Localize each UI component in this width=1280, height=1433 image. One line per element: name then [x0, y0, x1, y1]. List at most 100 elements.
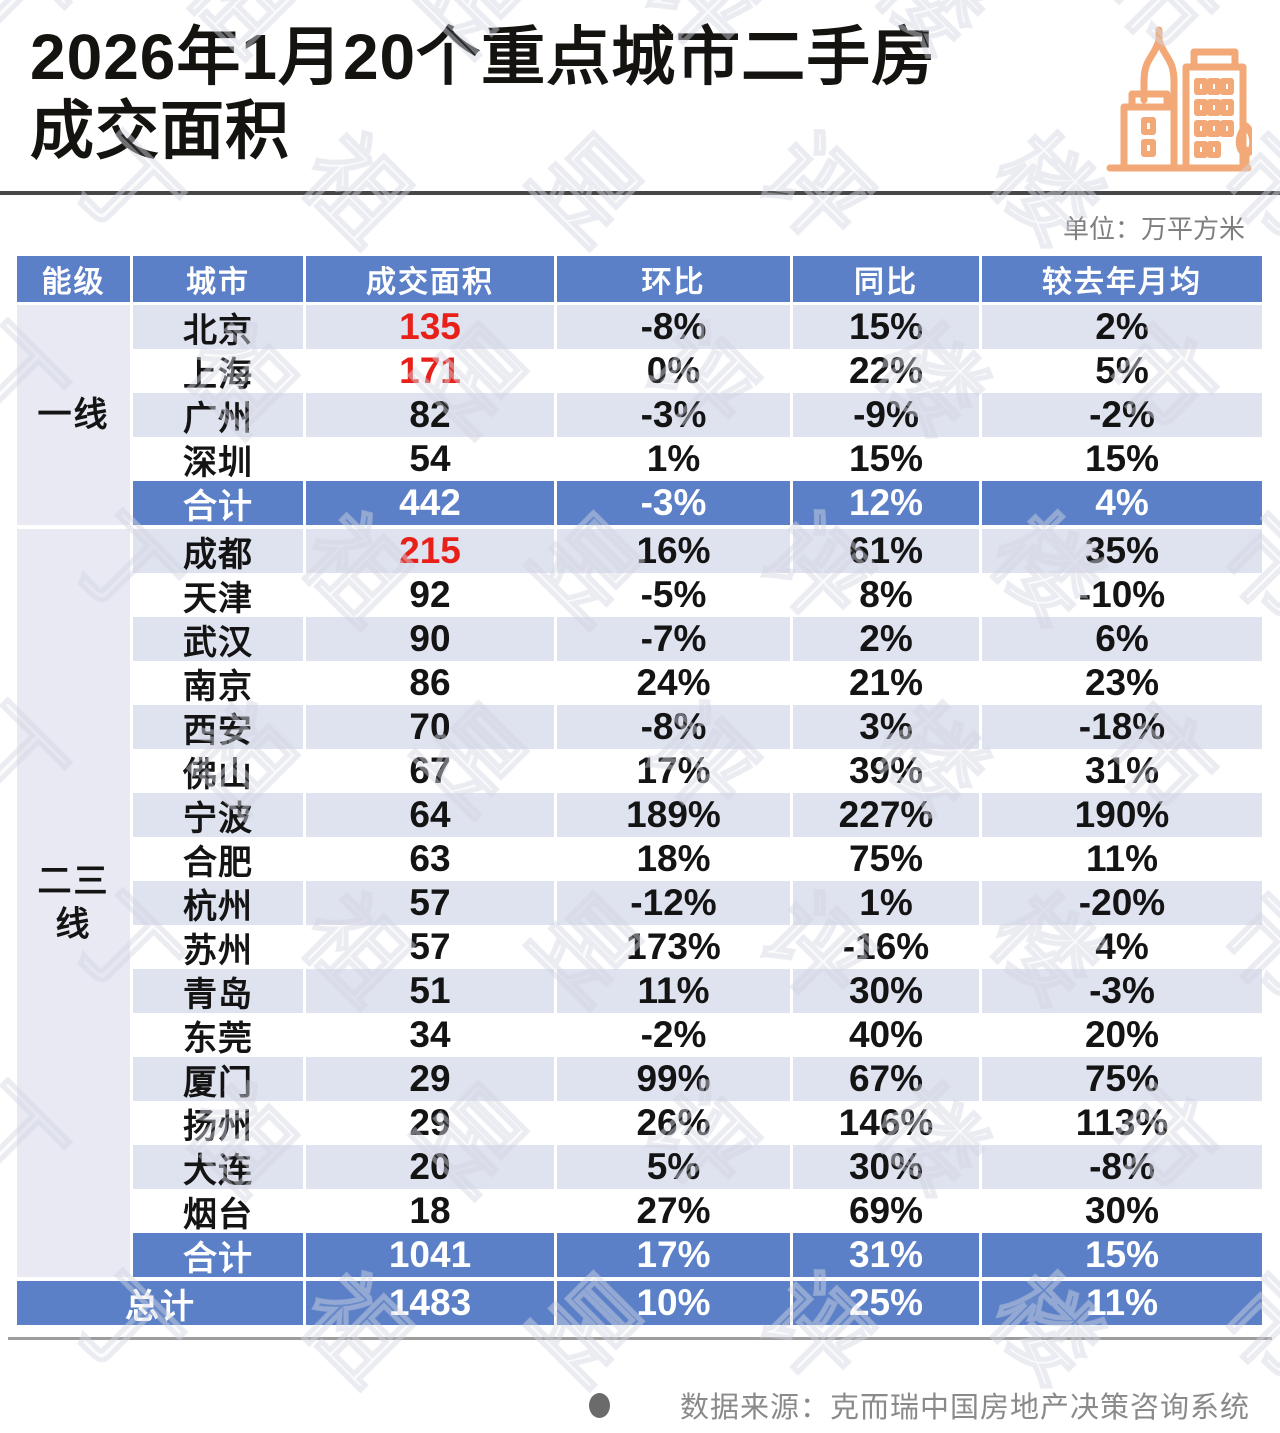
mom-cell: -3%	[557, 393, 790, 437]
area-cell: 57	[306, 925, 554, 969]
data-table: 能级 城市 成交面积 环比 同比 较去年月均 一线 北京 135 -8% 15% 2% 上海 171 0% 2…	[17, 256, 1262, 1325]
tier-spacer-cell	[17, 661, 130, 705]
city-cell: 北京	[133, 305, 303, 349]
vs-avg-cell: 5%	[982, 349, 1262, 393]
mom-cell: 189%	[557, 793, 790, 837]
city-row: 大连 20 5% 30% -8%	[17, 1145, 1262, 1189]
total-area-cell: 1483	[306, 1281, 554, 1325]
yoy-cell: 3%	[793, 705, 979, 749]
header-cell-3: 环比	[557, 256, 790, 302]
header-cell-2: 成交面积	[306, 256, 554, 302]
mom-cell: -12%	[557, 881, 790, 925]
area-cell: 63	[306, 837, 554, 881]
tier-spacer-cell	[17, 481, 130, 525]
header-cell-5: 较去年月均	[982, 256, 1262, 302]
city-row: 合肥 63 18% 75% 11%	[17, 837, 1262, 881]
tier-spacer-cell	[17, 617, 130, 661]
city-row: 宁波 64 189% 227% 190%	[17, 793, 1262, 837]
area-cell: 54	[306, 437, 554, 481]
city-cell: 东莞	[133, 1013, 303, 1057]
unit-label: 单位：万平方米	[1062, 214, 1245, 244]
city-cell: 合肥	[133, 837, 303, 881]
vs-avg-cell: 23%	[982, 661, 1262, 705]
mom-cell: -2%	[557, 1013, 790, 1057]
yoy-cell: 227%	[793, 793, 979, 837]
mom-cell: 11%	[557, 969, 790, 1013]
subtotal-area-cell: 442	[306, 481, 554, 525]
tier-spacer-cell	[17, 1189, 130, 1233]
footer-divider	[8, 1337, 1272, 1340]
subtotal-label-cell: 合计	[133, 481, 303, 525]
city-row: 南京 86 24% 21% 23%	[17, 661, 1262, 705]
subtotal-yoy-cell: 31%	[793, 1233, 979, 1277]
city-cell: 青岛	[133, 969, 303, 1013]
subtotal-vs-avg-cell: 4%	[982, 481, 1262, 525]
tier-spacer-cell	[17, 437, 130, 481]
vs-avg-cell: 6%	[982, 617, 1262, 661]
vs-avg-cell: 2%	[982, 305, 1262, 349]
tier-spacer-cell	[17, 349, 130, 393]
mom-cell: -5%	[557, 573, 790, 617]
bullet-dot-icon	[588, 1392, 610, 1418]
subtotal-area-cell: 1041	[306, 1233, 554, 1277]
vs-avg-cell: 20%	[982, 1013, 1262, 1057]
yoy-cell: 21%	[793, 661, 979, 705]
yoy-cell: 15%	[793, 437, 979, 481]
tier-spacer-cell	[17, 1233, 130, 1277]
area-cell: 57	[306, 881, 554, 925]
vs-avg-cell: 113%	[982, 1101, 1262, 1145]
tier-label: 一线	[37, 395, 110, 434]
city-cell: 宁波	[133, 793, 303, 837]
vs-avg-cell: -20%	[982, 881, 1262, 925]
city-cell: 成都	[133, 529, 303, 573]
yoy-cell: 30%	[793, 1145, 979, 1189]
title-divider	[0, 191, 1280, 195]
vs-avg-cell: 75%	[982, 1057, 1262, 1101]
total-vs-avg-cell: 11%	[982, 1281, 1262, 1325]
mom-cell: 16%	[557, 529, 790, 573]
city-cell: 苏州	[133, 925, 303, 969]
page-title-line2: 成交面积	[30, 95, 290, 168]
mom-cell: 17%	[557, 749, 790, 793]
tier-spacer-cell	[17, 749, 130, 793]
tier-spacer-cell	[17, 529, 130, 573]
yoy-cell: 146%	[793, 1101, 979, 1145]
tier-spacer-cell	[17, 305, 130, 349]
vs-avg-cell: -8%	[982, 1145, 1262, 1189]
yoy-cell: 61%	[793, 529, 979, 573]
tier-section-0: 一线 北京 135 -8% 15% 2% 上海 171 0% 22% 5% 广州 82 -3% -9% -2%…	[17, 305, 1262, 525]
yoy-cell: 2%	[793, 617, 979, 661]
city-row: 北京 135 -8% 15% 2%	[17, 305, 1262, 349]
yoy-cell: 22%	[793, 349, 979, 393]
area-cell: 82	[306, 393, 554, 437]
yoy-cell: 75%	[793, 837, 979, 881]
yoy-cell: 40%	[793, 1013, 979, 1057]
city-cell: 大连	[133, 1145, 303, 1189]
footer: 数据来源：克而瑞中国房地产决策咨询系统	[0, 1384, 1280, 1426]
total-yoy-cell: 25%	[793, 1281, 979, 1325]
tier-spacer-cell	[17, 793, 130, 837]
city-row: 厦门 29 99% 67% 75%	[17, 1057, 1262, 1101]
mom-cell: -8%	[557, 305, 790, 349]
tier-spacer-cell	[17, 705, 130, 749]
city-row: 苏州 57 173% -16% 4%	[17, 925, 1262, 969]
city-row: 扬州 29 26% 146% 113%	[17, 1101, 1262, 1145]
area-cell: 86	[306, 661, 554, 705]
mom-cell: -7%	[557, 617, 790, 661]
city-cell: 西安	[133, 705, 303, 749]
area-cell: 20	[306, 1145, 554, 1189]
vs-avg-cell: -2%	[982, 393, 1262, 437]
yoy-cell: 67%	[793, 1057, 979, 1101]
city-row: 上海 171 0% 22% 5%	[17, 349, 1262, 393]
subtotal-label-cell: 合计	[133, 1233, 303, 1277]
header-cell-0: 能级	[17, 256, 130, 302]
mom-cell: 1%	[557, 437, 790, 481]
mom-cell: 26%	[557, 1101, 790, 1145]
mom-cell: 18%	[557, 837, 790, 881]
area-cell: 70	[306, 705, 554, 749]
city-cell: 烟台	[133, 1189, 303, 1233]
vs-avg-cell: 4%	[982, 925, 1262, 969]
tier-spacer-cell	[17, 969, 130, 1013]
city-row: 武汉 90 -7% 2% 6%	[17, 617, 1262, 661]
